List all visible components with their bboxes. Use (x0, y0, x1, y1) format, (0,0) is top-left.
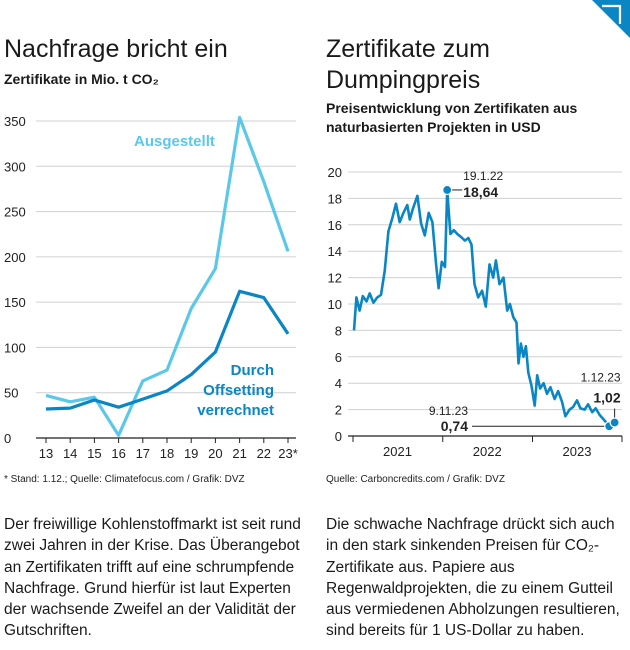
x-tick-label: 17 (136, 446, 150, 460)
peak-marker (442, 184, 453, 196)
x-tick-label: 13 (39, 446, 53, 460)
left-body-text: Der freiwillige Kohlenstoffmarkt ist sei… (4, 516, 301, 640)
right-body-text: Die schwache Nachfrage drückt sich auch … (326, 516, 620, 640)
y-tick-label: 10 (328, 297, 342, 312)
last-date-label: 1.12.23 (581, 371, 621, 385)
x-tick-label: 2021 (383, 444, 412, 459)
price-line-chart: 0 2 4 6 8 10 12 14 16 18 20 2021 2022 2023 19.1.2218,6… (328, 165, 623, 459)
series-label-verrechnet: verrechnet (197, 402, 274, 419)
series-label-verrechnet: Offsetting (203, 382, 274, 399)
y-tick-label: 18 (328, 191, 342, 206)
series-label-verrechnet: Durch (231, 362, 274, 379)
x-tick-label: 22 (257, 446, 271, 460)
y-tick-label: 0 (4, 431, 11, 446)
corner-fold-icon (592, 0, 630, 38)
peak-date-label: 19.1.22 (463, 169, 503, 183)
y-tick-label: 300 (4, 159, 26, 174)
price-series-line (352, 188, 616, 428)
x-tick-label: 18 (160, 446, 174, 460)
y-tick-label: 100 (4, 340, 26, 355)
series-line-verrechnet (45, 289, 290, 411)
y-tick-label: 200 (4, 250, 26, 265)
x-tick-label: 2023 (563, 444, 592, 459)
y-tick-label: 150 (4, 295, 26, 310)
left-source-note: * Stand: 1.12.; Quelle: Climatefocus.com… (4, 474, 245, 485)
last-marker (609, 417, 620, 428)
y-tick-label: 14 (328, 244, 342, 259)
y-tick-label: 6 (335, 350, 342, 365)
y-tick-label: 0 (335, 429, 342, 444)
x-tick-label: 21 (232, 446, 246, 460)
x-tick-label: 20 (208, 446, 222, 460)
x-tick-label: 16 (111, 446, 125, 460)
low-value-label: 0,74 (441, 418, 468, 434)
x-tick-label: 2022 (473, 444, 502, 459)
x-tick-label: 14 (63, 446, 77, 460)
demand-line-chart: 0 50 100 150 200 250 300 350 13 14 15 16 17 18 19 20 21 2… (4, 114, 298, 460)
y-tick-label: 350 (4, 114, 26, 129)
right-chart-title: Zertifikate zum Dumpingpreis (326, 35, 490, 94)
x-tick-label: 15 (87, 446, 101, 460)
y-tick-label: 250 (4, 205, 26, 220)
y-tick-label: 16 (328, 218, 342, 233)
y-tick-label: 8 (335, 323, 342, 338)
y-tick-label: 50 (4, 386, 18, 401)
series-line-ausgestellt (45, 115, 290, 437)
y-tick-label: 20 (328, 165, 342, 180)
y-tick-label: 2 (335, 403, 342, 418)
last-value-label: 1,02 (593, 390, 620, 406)
left-chart-subtitle: Zertifikate in Mio. t CO₂ (4, 71, 159, 87)
right-source-note: Quelle: Carboncredits.com / Grafik: DVZ (326, 474, 505, 485)
right-chart-subtitle: Preisentwicklung von Zertifikaten aus na… (326, 100, 578, 135)
left-chart-title: Nachfrage bricht ein (4, 35, 228, 63)
series-label-ausgestellt: Ausgestellt (134, 133, 215, 150)
y-tick-label: 4 (335, 376, 342, 391)
y-tick-label: 12 (328, 271, 342, 286)
x-tick-label: 23* (278, 446, 298, 460)
peak-value-label: 18,64 (463, 184, 498, 200)
low-date-label: 9.11.23 (429, 404, 468, 418)
x-tick-label: 19 (184, 446, 198, 460)
